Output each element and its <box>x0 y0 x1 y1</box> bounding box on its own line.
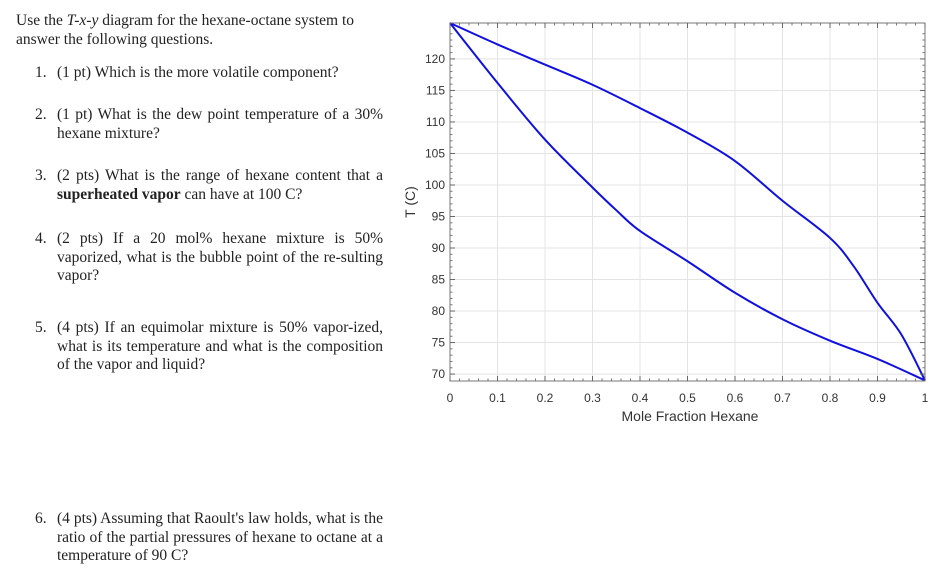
x-tick-label: 0.5 <box>679 391 696 405</box>
x-tick-label: 0.2 <box>537 391 554 405</box>
y-tick-label: 120 <box>425 52 445 66</box>
question-number: 3. <box>35 167 47 184</box>
y-tick-label: 100 <box>425 178 445 192</box>
question-6: 6. (4 pts) Assuming that Raoult's law hol… <box>35 510 383 566</box>
y-tick-label: 95 <box>432 209 446 223</box>
y-tick-label: 110 <box>426 115 445 129</box>
question-text: (1 pt) Which is the more volatile compon… <box>57 64 339 81</box>
y-tick-label: 80 <box>432 304 446 318</box>
question-text: (1 pt) What is the dew point temperature… <box>57 106 383 142</box>
question-2: 2. (1 pt) What is the dew point temperatu… <box>35 106 383 143</box>
y-tick-label: 70 <box>432 367 446 381</box>
x-tick-label: 0 <box>447 391 454 405</box>
question-5: 5. (4 pts) If an equimolar mixture is 50%… <box>35 319 383 375</box>
x-tick-label: 1 <box>922 391 929 405</box>
x-tick-label: 0.8 <box>822 391 839 405</box>
x-tick-label: 0.7 <box>774 391 791 405</box>
y-tick-label: 85 <box>432 273 446 287</box>
x-tick-label: 0.3 <box>584 391 601 405</box>
question-4: 4. (2 pts) If a 20 mol% hexane mixture is… <box>35 230 383 286</box>
question-number: 5. <box>35 319 47 336</box>
question-text: (2 pts) If a 20 mol% hexane mixture is 5… <box>57 230 383 284</box>
x-tick-label: 0.9 <box>869 391 886 405</box>
intro-post: diagram for the hexane-octane system to … <box>16 12 355 48</box>
question-number: 2. <box>35 106 47 123</box>
question-text: (4 pts) Assuming that Raoult's law holds… <box>57 510 383 564</box>
question-bold-text: superheated vapor <box>57 185 181 203</box>
question-number: 4. <box>35 230 47 247</box>
x-tick-label: 0.1 <box>489 391 506 405</box>
question-number: 6. <box>35 510 47 527</box>
grid <box>449 23 926 381</box>
bubble-point-curve <box>449 22 926 382</box>
x-tick-label: 0.6 <box>727 391 744 405</box>
x-tick-label: 0.4 <box>632 391 649 405</box>
question-text-end: can have at 100 C? <box>180 185 303 203</box>
y-tick-label: 90 <box>432 241 446 255</box>
dew-point-curve <box>449 22 926 381</box>
question-text: (2 pts) What is the range of hexane cont… <box>57 167 383 184</box>
question-number: 1. <box>35 64 47 81</box>
question-1: 1. (1 pt) Which is the more volatile comp… <box>35 64 383 83</box>
y-tick-label: 115 <box>426 83 445 97</box>
question-3: 3. (2 pts) What is the range of hexane co… <box>35 167 383 204</box>
y-tick-label: 105 <box>425 146 445 160</box>
y-axis-label: T (C) <box>402 186 418 218</box>
intro-italic: T-x-y <box>66 12 99 29</box>
curves <box>449 22 926 382</box>
question-text: (4 pts) If an equimolar mixture is 50% v… <box>57 319 383 373</box>
y-tick-label: 75 <box>432 336 446 350</box>
intro-text: Use the T-x-y diagram for the hexane-oct… <box>16 11 386 49</box>
x-axis-label: Mole Fraction Hexane <box>622 408 759 424</box>
intro-pre: Use the <box>16 12 67 29</box>
ticks: 0 0.1 0.2 0.3 0.4 0.5 0.6 0.7 0.8 0.9 1 70 75 80 85 90 9… <box>425 23 929 405</box>
